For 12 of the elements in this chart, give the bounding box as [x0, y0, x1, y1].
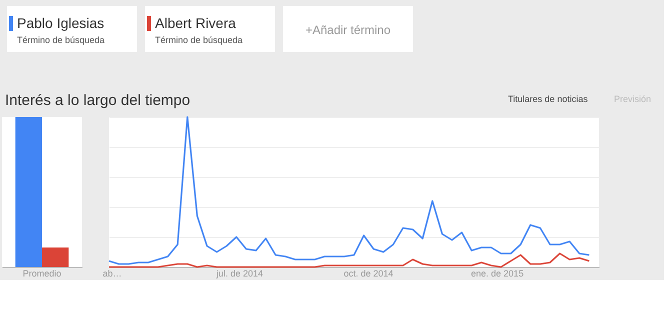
text: Término de búsqueda	[155, 35, 243, 45]
legend-label: Pablo Iglesias	[17, 15, 104, 31]
text: Titulares de noticias	[508, 94, 588, 104]
x-tick-label: ene. de 2015	[471, 268, 524, 278]
legend-label: Albert Rivera	[155, 15, 236, 31]
chart-title: Interés a lo largo del tiempo	[5, 92, 190, 109]
x-tick-label: oct. de 2014	[344, 268, 394, 278]
x-tick-label: Promedio	[22, 268, 62, 278]
x-tick-label: ab…	[102, 268, 122, 278]
x-tick-label: jul. de 2014	[215, 268, 263, 278]
text: +Añadir término	[305, 23, 391, 37]
text: Término de búsqueda	[17, 35, 105, 45]
